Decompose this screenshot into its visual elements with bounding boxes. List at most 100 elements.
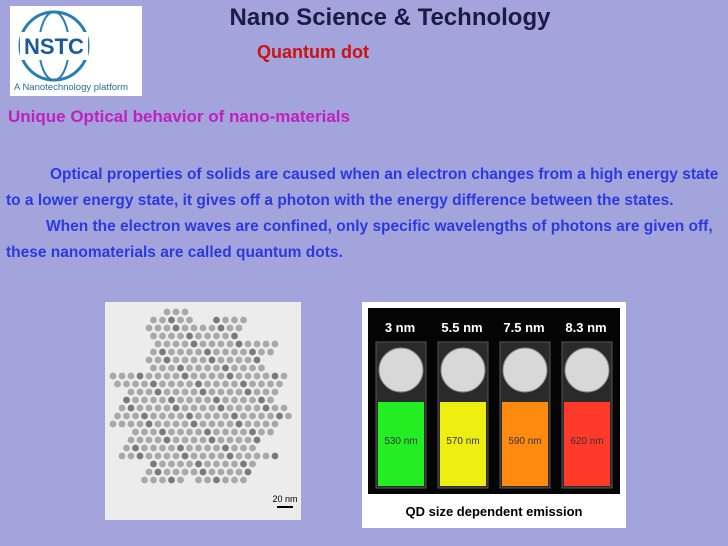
nanoparticle [186,428,193,436]
nanoparticle [208,372,216,380]
nanoparticle [172,324,180,332]
nanoparticle [168,460,175,468]
nanoparticle [141,396,148,404]
nanoparticle [262,452,270,460]
nanoparticle [150,332,157,340]
nanoparticle [244,468,252,476]
nanoparticle [204,412,211,420]
nanoparticle [226,324,234,332]
nanoparticle [195,332,202,340]
nanoparticle [163,372,171,380]
paragraph: Optical properties of solids are caused … [6,166,719,209]
nanoparticle [249,364,256,372]
nanoparticle [226,340,234,348]
nanoparticle [145,420,153,428]
nanoparticle [213,380,220,388]
nanoparticle [154,468,162,476]
nanoparticle [226,452,234,460]
nanoparticle [163,308,171,316]
nanoparticle [217,388,225,396]
nanoparticle [163,452,171,460]
nanoparticle [123,396,130,404]
nanoparticle [159,460,166,468]
paragraph: When the electron waves are confined, on… [6,218,713,261]
nanoparticle [127,420,135,428]
nanoparticle [258,348,265,356]
nanoparticle [231,476,238,484]
nanoparticle [163,356,171,364]
nanoparticle [141,444,148,452]
nanoparticle [177,444,184,452]
nanoparticle [172,404,180,412]
nanoparticle [154,452,162,460]
nanoparticle [118,404,126,412]
nanoparticle [240,380,247,388]
nanoparticle [186,348,193,356]
nanoparticle [217,452,225,460]
nanoparticle [127,452,135,460]
nanoparticle [267,348,274,356]
nanoparticle [132,412,139,420]
nanoparticle [177,396,184,404]
nanoparticle [231,364,238,372]
nanoparticle [253,452,261,460]
nanoparticle [231,396,238,404]
nanoparticle [199,452,207,460]
nanoparticle [190,324,198,332]
nanoparticle [226,404,234,412]
title: Nano Science & Technology [229,4,551,31]
nanoparticle [181,388,189,396]
nanoparticle [159,412,166,420]
nanoparticle [195,428,202,436]
nanoparticle [208,452,216,460]
nanoparticle [231,380,238,388]
nanoparticle [208,404,216,412]
nanoparticle [150,460,157,468]
nanoparticle [199,388,207,396]
nanoparticle [231,348,238,356]
nanoparticle [217,436,225,444]
nanoparticle [199,356,207,364]
tem-image: 20 nm [105,302,301,520]
nanoparticle [249,412,256,420]
nanoparticle [159,396,166,404]
nanoparticle [249,380,256,388]
nanoparticle [267,428,274,436]
nanoparticle [168,444,175,452]
nanoparticle [249,396,256,404]
emission-label: 620 nm [570,436,603,447]
nanoparticle [150,412,157,420]
nanoparticle [258,380,265,388]
nanoparticle [240,444,247,452]
nanoparticle [235,356,243,364]
nanoparticle [258,396,265,404]
nanoparticle [253,388,261,396]
logo: NSTC A Nanotechnology platform [10,6,142,96]
nanoparticle [213,396,220,404]
nanoparticle [240,460,247,468]
nanoparticle [271,404,279,412]
nanoparticle [150,364,157,372]
nanoparticle [154,404,162,412]
nanoparticle [244,340,252,348]
nanoparticle [222,412,229,420]
nanoparticle [177,412,184,420]
nanoparticle [181,404,189,412]
nanoparticle [163,388,171,396]
qd-model [440,347,486,393]
nanoparticle [253,404,261,412]
nanoparticle [253,436,261,444]
nanoparticle [222,380,229,388]
nanoparticle [231,332,238,340]
nanoparticle [231,412,238,420]
nanoparticle [132,444,139,452]
logo-acronym: NSTC [24,34,84,59]
nanoparticle [163,468,171,476]
nanoparticle [150,476,157,484]
solution [502,402,548,486]
nanoparticle [150,396,157,404]
nanoparticle [204,332,211,340]
nanoparticle [181,324,189,332]
nanoparticle [159,476,166,484]
solution [440,402,486,486]
